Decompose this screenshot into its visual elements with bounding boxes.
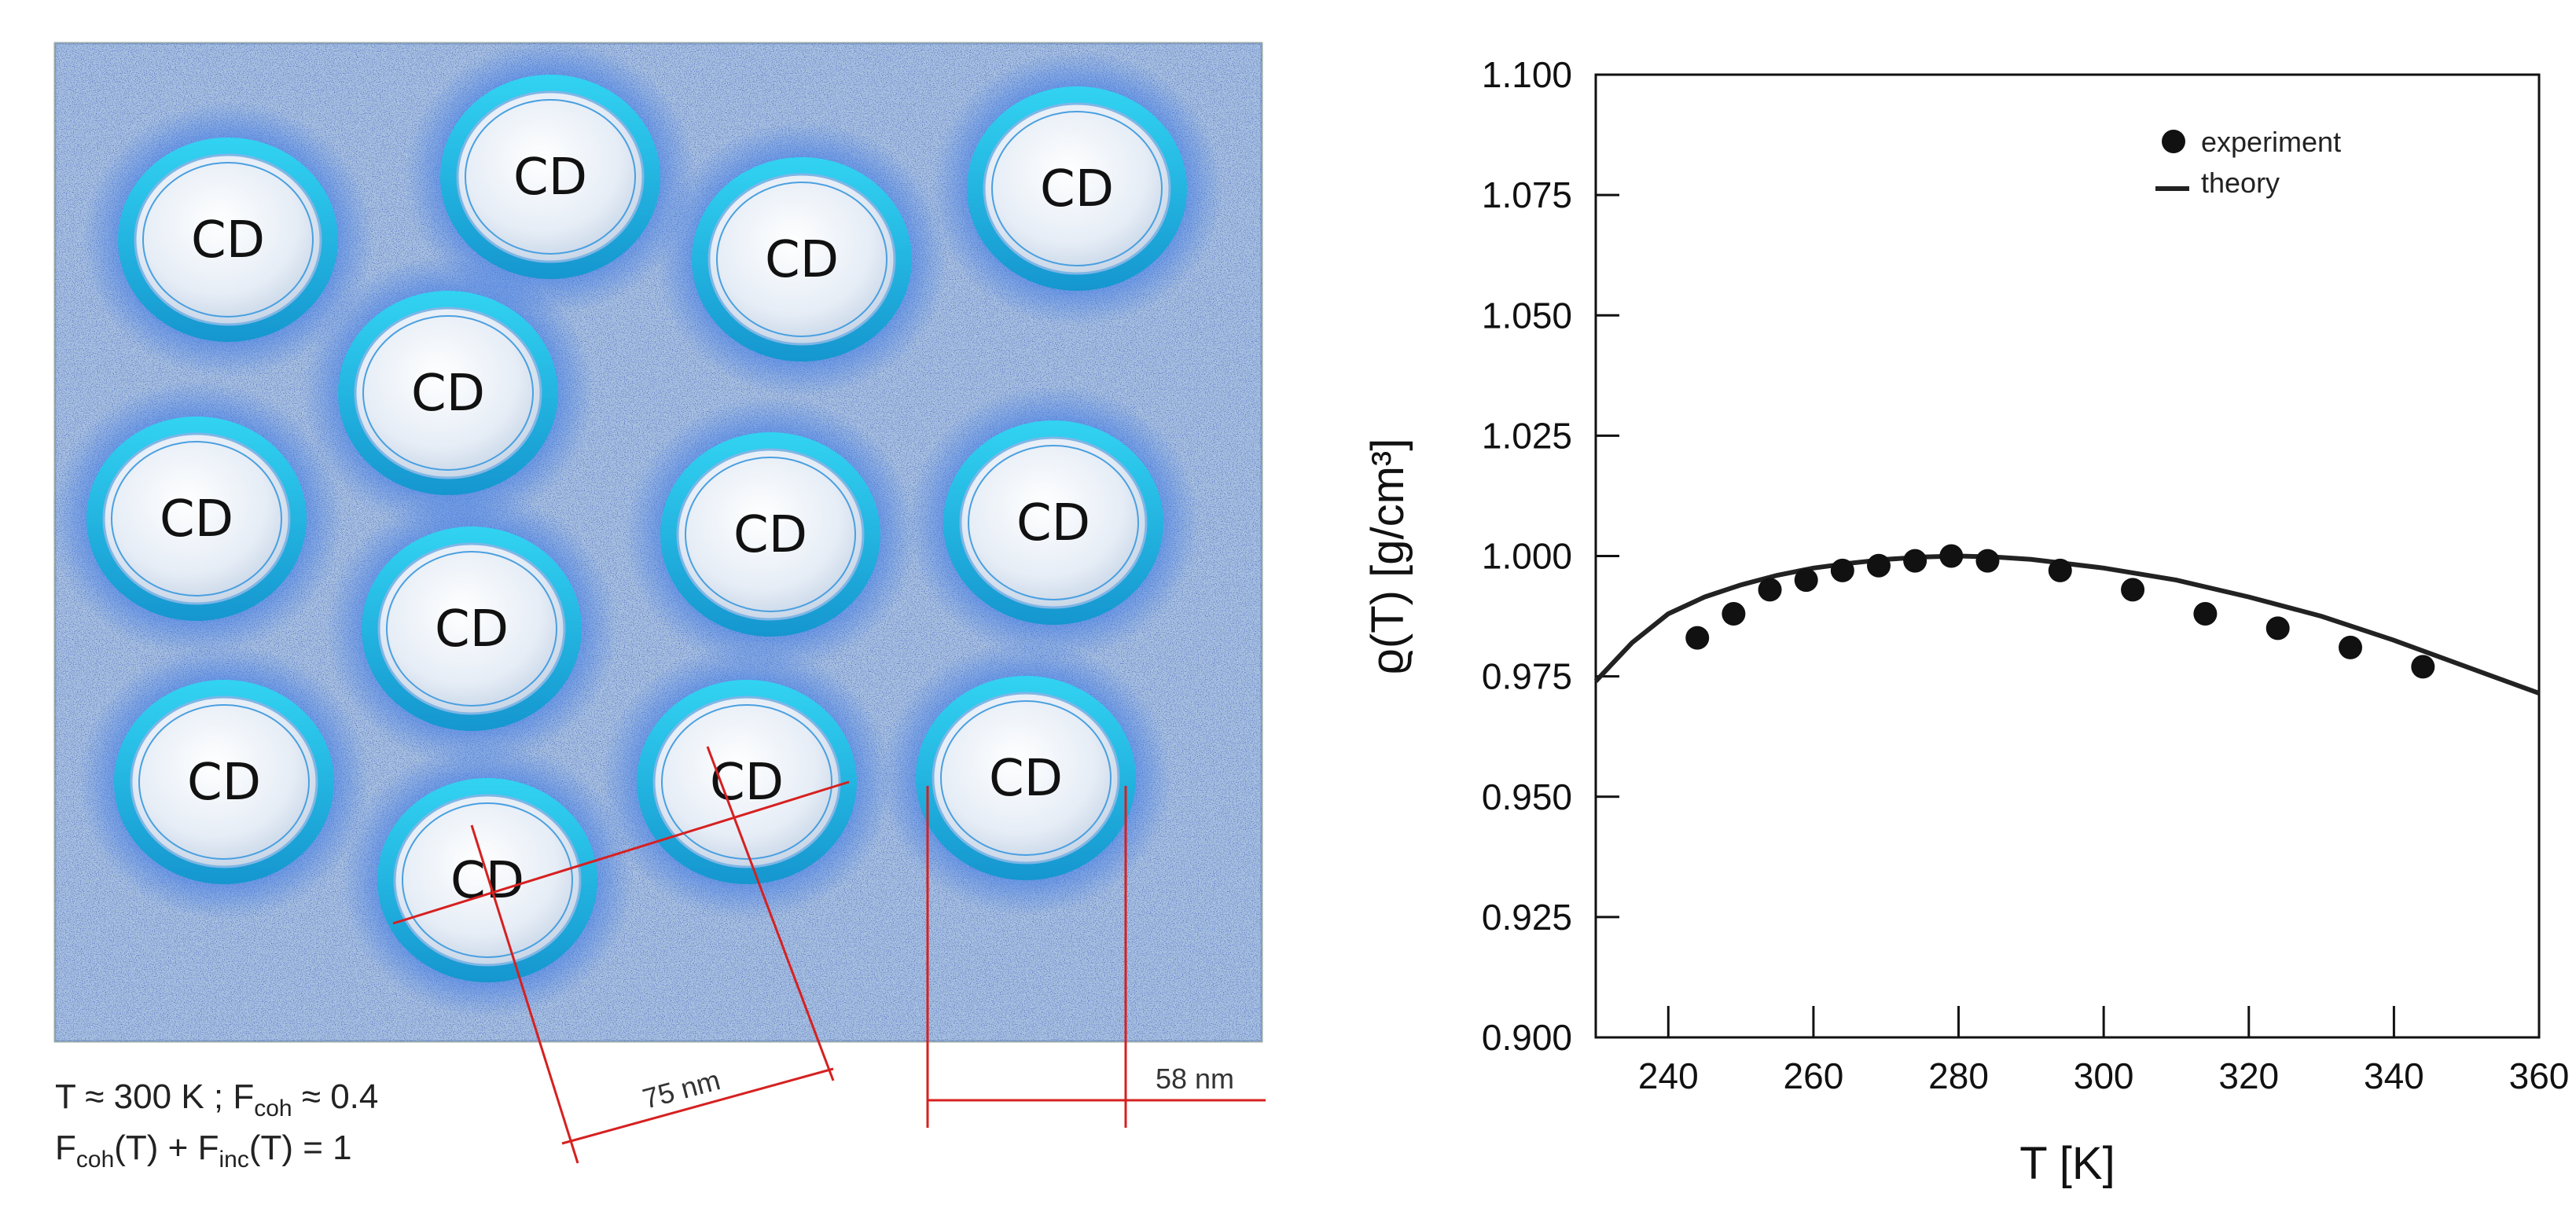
coherent-domain-schematic: CD CD CD CD CD CD CD CD CD CD CD CD CD 75 nm 58 nm T… (51, 39, 1266, 1173)
x-tick-label: 300 (2074, 1055, 2134, 1096)
experiment-point (2193, 602, 2218, 626)
dimension-lines (392, 746, 1266, 1164)
plot-frame (1594, 73, 2541, 1039)
x-tick-label: 240 (1638, 1055, 1699, 1096)
domain-label: CD (765, 231, 839, 289)
domain-label: CD (411, 365, 485, 423)
experiment-point (1975, 549, 2000, 573)
coherent-domain: CD (342, 743, 633, 1018)
coherent-domain: CD (79, 644, 369, 920)
density-temperature-chart: 0.900 0.925 0.950 0.975 1.000 1.025 1.050 1.075… (1362, 54, 2569, 1189)
experiment-point (2265, 616, 2290, 641)
domain-label: CD (187, 754, 261, 812)
coherent-domain: CD (880, 641, 1171, 916)
y-tick-label: 1.100 (1482, 54, 1572, 95)
legend-experiment-marker (2162, 130, 2185, 153)
caption-line-1: T ≈ 300 K ; Fcoh ≈ 0.4 (55, 1077, 378, 1121)
y-tick-label: 1.025 (1482, 415, 1572, 456)
y-tick-label: 1.075 (1482, 174, 1572, 215)
x-tick-label: 260 (1784, 1055, 1844, 1096)
legend-theory-label: theory (2201, 167, 2280, 199)
experiment-point (1685, 626, 1710, 650)
x-tick-label: 340 (2364, 1055, 2424, 1096)
domain-label: CD (513, 149, 587, 207)
experiment-point (2121, 578, 2145, 602)
x-axis-title: T [K] (2019, 1138, 2115, 1189)
coherent-domain: CD (625, 397, 916, 672)
y-axis: 0.900 0.925 0.950 0.975 1.000 1.025 1.050 1.075… (1482, 54, 1619, 1058)
y-tick-label: 0.900 (1482, 1017, 1572, 1058)
experiment-point (1903, 549, 1927, 573)
domain-label: CD (1016, 494, 1090, 552)
experiment-point (2411, 655, 2435, 679)
experiment-point (2048, 558, 2072, 582)
experiment-point (1722, 602, 1746, 626)
coherent-domain: CD (83, 102, 373, 377)
domain-label: CD (733, 506, 807, 564)
x-tick-label: 360 (2509, 1055, 2570, 1096)
y-axis-title: ϱ(T) [g/cm³] (1362, 439, 1413, 675)
experiment-point (1867, 553, 1891, 578)
domain-label: CD (450, 852, 524, 910)
x-axis: 240 260 280 300 320 340 360 (1638, 1006, 2569, 1096)
y-tick-label: 1.050 (1482, 295, 1572, 336)
experiment-point (2339, 635, 2362, 659)
experiment-point (1794, 568, 1818, 593)
experiment-points (1685, 544, 2435, 679)
coherent-domain: CD (405, 39, 696, 314)
coherent-domain: CD (601, 644, 892, 920)
y-tick-label: 1.000 (1482, 536, 1572, 577)
caption-line-2: Fcoh(T) + Finc(T) = 1 (55, 1129, 352, 1173)
domain-label: CD (160, 490, 233, 549)
y-tick-label: 0.975 (1482, 656, 1572, 697)
y-tick-label: 0.950 (1482, 776, 1572, 817)
y-tick-label: 0.925 (1482, 897, 1572, 938)
coherent-domain: CD (932, 51, 1222, 326)
experiment-point (1830, 558, 1854, 582)
experiment-point (1939, 544, 1964, 568)
domain-label: CD (1040, 160, 1114, 218)
dimension-label-58nm: 58 nm (1156, 1063, 1234, 1095)
coherent-domain: CD (656, 122, 947, 397)
domain-label: CD (989, 750, 1063, 808)
x-tick-label: 320 (2218, 1055, 2279, 1096)
x-tick-label: 280 (1928, 1055, 1989, 1096)
domain-label: CD (435, 600, 509, 659)
experiment-point (1758, 578, 1782, 602)
coherent-domain: CD (51, 381, 342, 656)
coherent-domain: CD (908, 385, 1199, 660)
legend: experiment theory (2155, 126, 2341, 199)
dimension-label-75nm: 75 nm (639, 1063, 723, 1115)
coherent-domain: CD (326, 491, 617, 766)
coherent-domain: CD (303, 255, 593, 530)
legend-experiment-label: experiment (2201, 126, 2341, 158)
coherent-domains: CD CD CD CD CD CD CD CD CD CD CD CD CD (51, 39, 1222, 1018)
domain-label: CD (191, 211, 265, 270)
